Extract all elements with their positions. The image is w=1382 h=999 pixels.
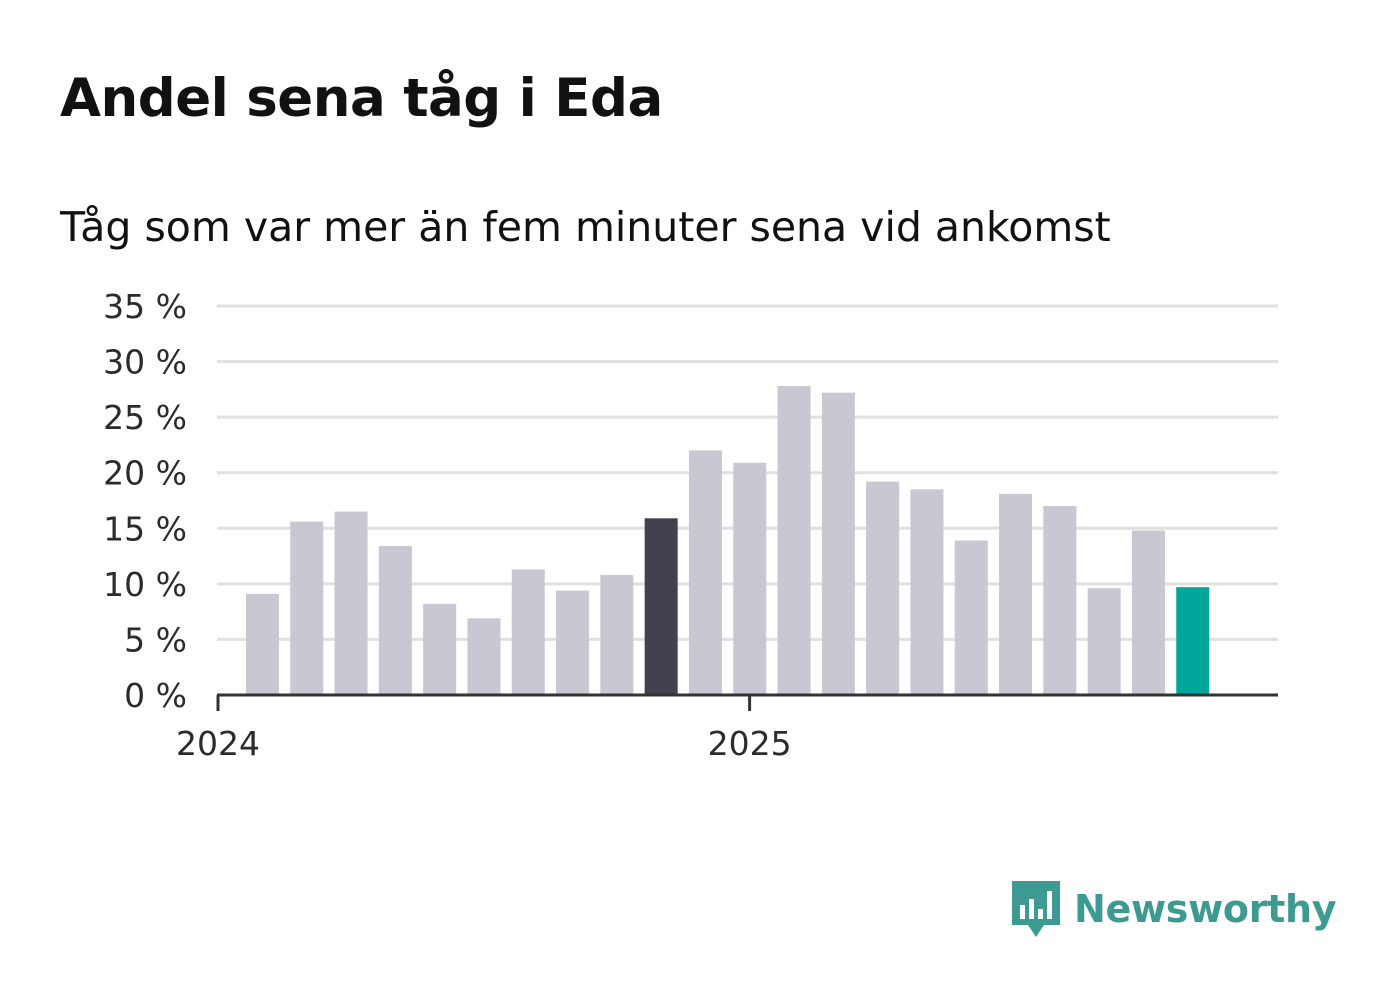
chart-subtitle: Tåg som var mer än fem minuter sena vid …	[60, 203, 1111, 251]
bar	[467, 618, 501, 695]
axes	[216, 693, 1278, 711]
bar	[1087, 588, 1121, 695]
brand-name: Newsworthy	[1074, 887, 1337, 931]
bar	[866, 481, 900, 695]
bar	[511, 569, 545, 695]
bar	[334, 511, 368, 695]
bar	[378, 546, 412, 695]
bar	[556, 590, 590, 695]
chart-title: Andel sena tåg i Eda	[60, 68, 663, 129]
y-tick-label: 5 %	[124, 620, 187, 659]
y-tick-label: 15 %	[103, 509, 187, 548]
y-tick-label: 35 %	[103, 287, 187, 326]
bar	[1176, 587, 1210, 695]
bar	[644, 518, 678, 695]
y-tick-label: 25 %	[103, 398, 187, 437]
bar	[600, 574, 634, 695]
bar	[290, 521, 324, 695]
bar	[954, 540, 988, 695]
bar	[1043, 506, 1077, 695]
bar	[910, 489, 944, 695]
brand-logo: Newsworthy	[1010, 879, 1337, 939]
bar	[688, 450, 722, 695]
y-tick-label: 0 %	[124, 676, 187, 715]
tick-labels: 0 % 5 % 10 % 15 % 20 % 25 % 30 % 35 % 2024 2025	[103, 287, 791, 763]
bar	[733, 462, 767, 695]
y-tick-label: 30 %	[103, 343, 187, 382]
bar	[245, 593, 279, 695]
x-tick-label: 2025	[708, 724, 792, 763]
bar	[777, 386, 811, 695]
newsworthy-logo-icon	[1012, 881, 1060, 937]
y-tick-label: 20 %	[103, 454, 187, 493]
bar	[1131, 530, 1165, 695]
bar	[423, 603, 457, 695]
x-tick-label: 2024	[176, 724, 260, 763]
bar	[999, 493, 1033, 695]
y-tick-label: 10 %	[103, 565, 187, 604]
bar	[821, 392, 855, 695]
bars	[245, 386, 1210, 695]
